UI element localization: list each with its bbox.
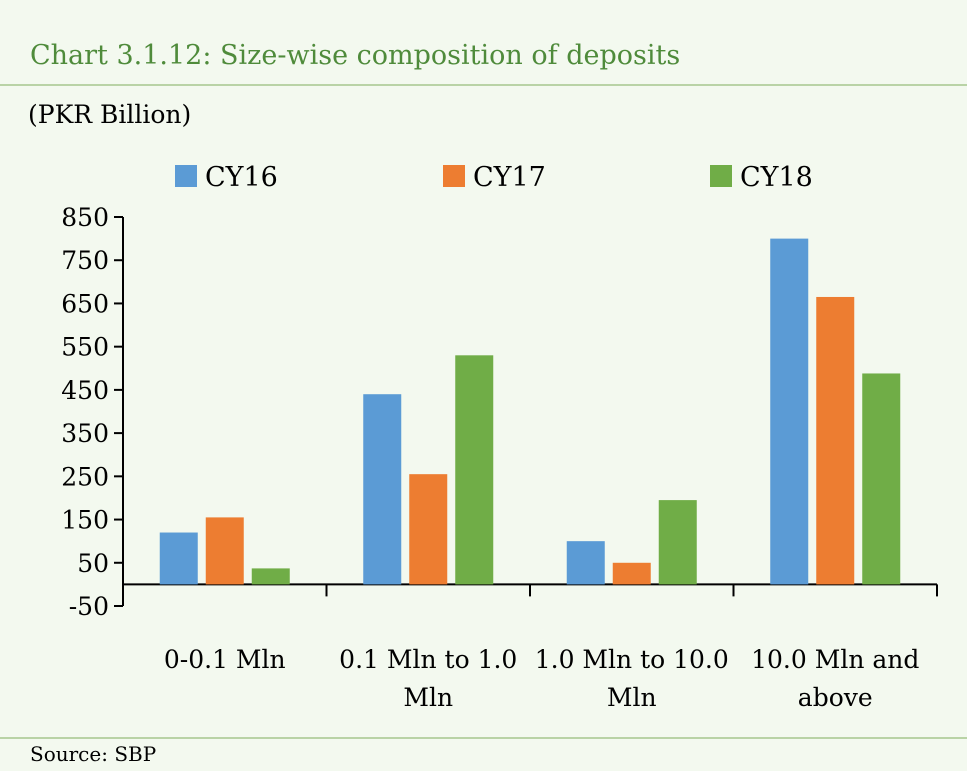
bar-cy18 <box>862 373 901 585</box>
source-note: Source: SBP <box>30 742 157 766</box>
bar-cy16 <box>770 238 809 585</box>
y-tick-label: 50 <box>77 549 109 578</box>
y-tick-label: 450 <box>61 376 109 405</box>
legend-label: CY18 <box>740 162 813 193</box>
legend-swatch-cy16 <box>175 165 197 187</box>
source-divider <box>0 737 967 739</box>
chart-title: Chart 3.1.12: Size-wise composition of d… <box>30 40 681 71</box>
y-tick-label: 850 <box>61 203 109 232</box>
x-category-label: Mln <box>403 683 453 712</box>
bar-cy17 <box>205 517 244 585</box>
y-tick-label: 750 <box>61 246 109 275</box>
x-category-label: above <box>798 683 873 712</box>
bar-cy17 <box>816 296 855 585</box>
y-tick-label: 150 <box>61 506 109 535</box>
bar-cy18 <box>251 568 290 585</box>
y-axis-unit-label: (PKR Billion) <box>28 100 192 129</box>
y-tick-label: 650 <box>61 289 109 318</box>
x-category-label: 10.0 Mln and <box>751 645 919 674</box>
y-tick-label: 350 <box>61 419 109 448</box>
bar-cy16 <box>159 532 198 585</box>
y-tick-label: 250 <box>61 462 109 491</box>
x-category-label: 1.0 Mln to 10.0 <box>535 645 729 674</box>
x-category-label: 0-0.1 Mln <box>164 645 286 674</box>
bar-cy18 <box>658 500 697 585</box>
bar-cy17 <box>409 474 448 585</box>
legend-label: CY17 <box>473 162 546 193</box>
bar-cy18 <box>455 355 494 585</box>
legend-label: CY16 <box>205 162 278 193</box>
y-tick-label: -50 <box>69 592 109 621</box>
title-divider <box>0 84 967 86</box>
bar-cy17 <box>612 562 651 585</box>
legend-swatch-cy17 <box>443 165 465 187</box>
x-category-label: Mln <box>607 683 657 712</box>
bar-cy16 <box>566 541 605 585</box>
legend-swatch-cy18 <box>710 165 732 187</box>
x-category-label: 0.1 Mln to 1.0 <box>339 645 517 674</box>
bar-cy16 <box>363 394 402 585</box>
y-tick-label: 550 <box>61 333 109 362</box>
